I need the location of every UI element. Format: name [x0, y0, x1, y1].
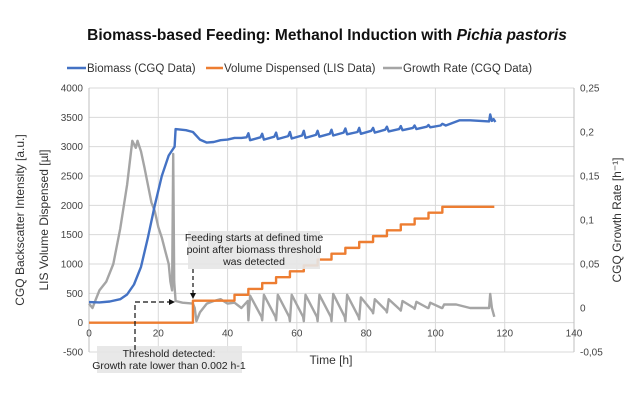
x-tick-label: 40: [222, 329, 234, 340]
arrow-head: [169, 299, 175, 305]
chart-title: Biomass-based Feeding: Methanol Inductio…: [87, 27, 567, 44]
y-right-tick-label: 0,15: [580, 172, 600, 183]
x-tick-label: 20: [153, 329, 165, 340]
annotation-threshold: Threshold detected: Growth rate lower th…: [92, 299, 246, 373]
y-left-tick-label: 2000: [61, 201, 84, 212]
x-tick-label: 60: [291, 329, 303, 340]
annotation-box: [97, 346, 242, 373]
y-right-tick-label: 0,05: [580, 260, 600, 271]
legend-label-biomass: Biomass (CGQ Data): [87, 63, 196, 75]
legend-label-growth: Growth Rate (CGQ Data): [403, 63, 532, 75]
y-left-tick-label: 1000: [61, 260, 84, 271]
x-tick-label: 100: [427, 329, 444, 340]
series-lines: [88, 113, 497, 324]
y-left-tick-label: 500: [66, 289, 83, 300]
x-axis-label: Time [h]: [310, 353, 353, 367]
annotation-line: Growth rate lower than 0.002 h-1: [92, 360, 246, 372]
y-right-tick-label: 0,25: [580, 84, 600, 95]
legend-label-volume: Volume Dispensed (LIS Data): [224, 63, 376, 75]
y-right-tick-label: -0,05: [580, 348, 603, 359]
y-right-tick-label: 0,2: [580, 128, 594, 139]
annotation-line: Threshold detected:: [123, 348, 216, 360]
y-left-tick-label: 2500: [61, 172, 84, 183]
y-right-tick-label: 0: [580, 304, 586, 315]
y-left-tick-label: 1500: [61, 230, 84, 241]
y-left-tick-label: 3500: [61, 113, 84, 124]
annotation-box: [188, 231, 320, 269]
annotation-line: Feeding starts at defined time: [185, 232, 323, 244]
annotation-feeding-start: Feeding starts at defined time point aft…: [185, 231, 323, 299]
series-line-biomass: [88, 113, 497, 304]
annotation-line: was detected: [222, 256, 285, 268]
y-left-tick-label: -500: [63, 348, 83, 359]
y-left-tick-label: 4000: [61, 84, 84, 95]
legend: Biomass (CGQ Data) Volume Dispensed (LIS…: [67, 63, 532, 75]
gridlines: [88, 87, 575, 353]
y-left-tick-label: 3000: [61, 142, 84, 153]
arrow-head: [190, 293, 196, 299]
series-line-growth-rate: [88, 139, 496, 323]
y-right-tick-label: 0,1: [580, 216, 594, 227]
y-axis-label-right: CGQ Growth Rate [h⁻¹]: [610, 157, 624, 282]
x-tick-label: 0: [86, 329, 92, 340]
x-tick-label: 140: [566, 329, 583, 340]
annotation-line: point after biomass threshold: [187, 244, 322, 256]
x-tick-label: 120: [496, 329, 513, 340]
y-axis-label-left-inner: LIS Volume Dispensed [µl]: [37, 150, 51, 291]
x-tick-label: 80: [361, 329, 373, 340]
series-line-volume: [89, 205, 495, 324]
y-axis-label-left-outer: CGQ Backscatter Intensity [a.u.]: [13, 134, 27, 305]
y-left-tick-label: 0: [77, 318, 83, 329]
annotation-arrow: [134, 301, 169, 350]
